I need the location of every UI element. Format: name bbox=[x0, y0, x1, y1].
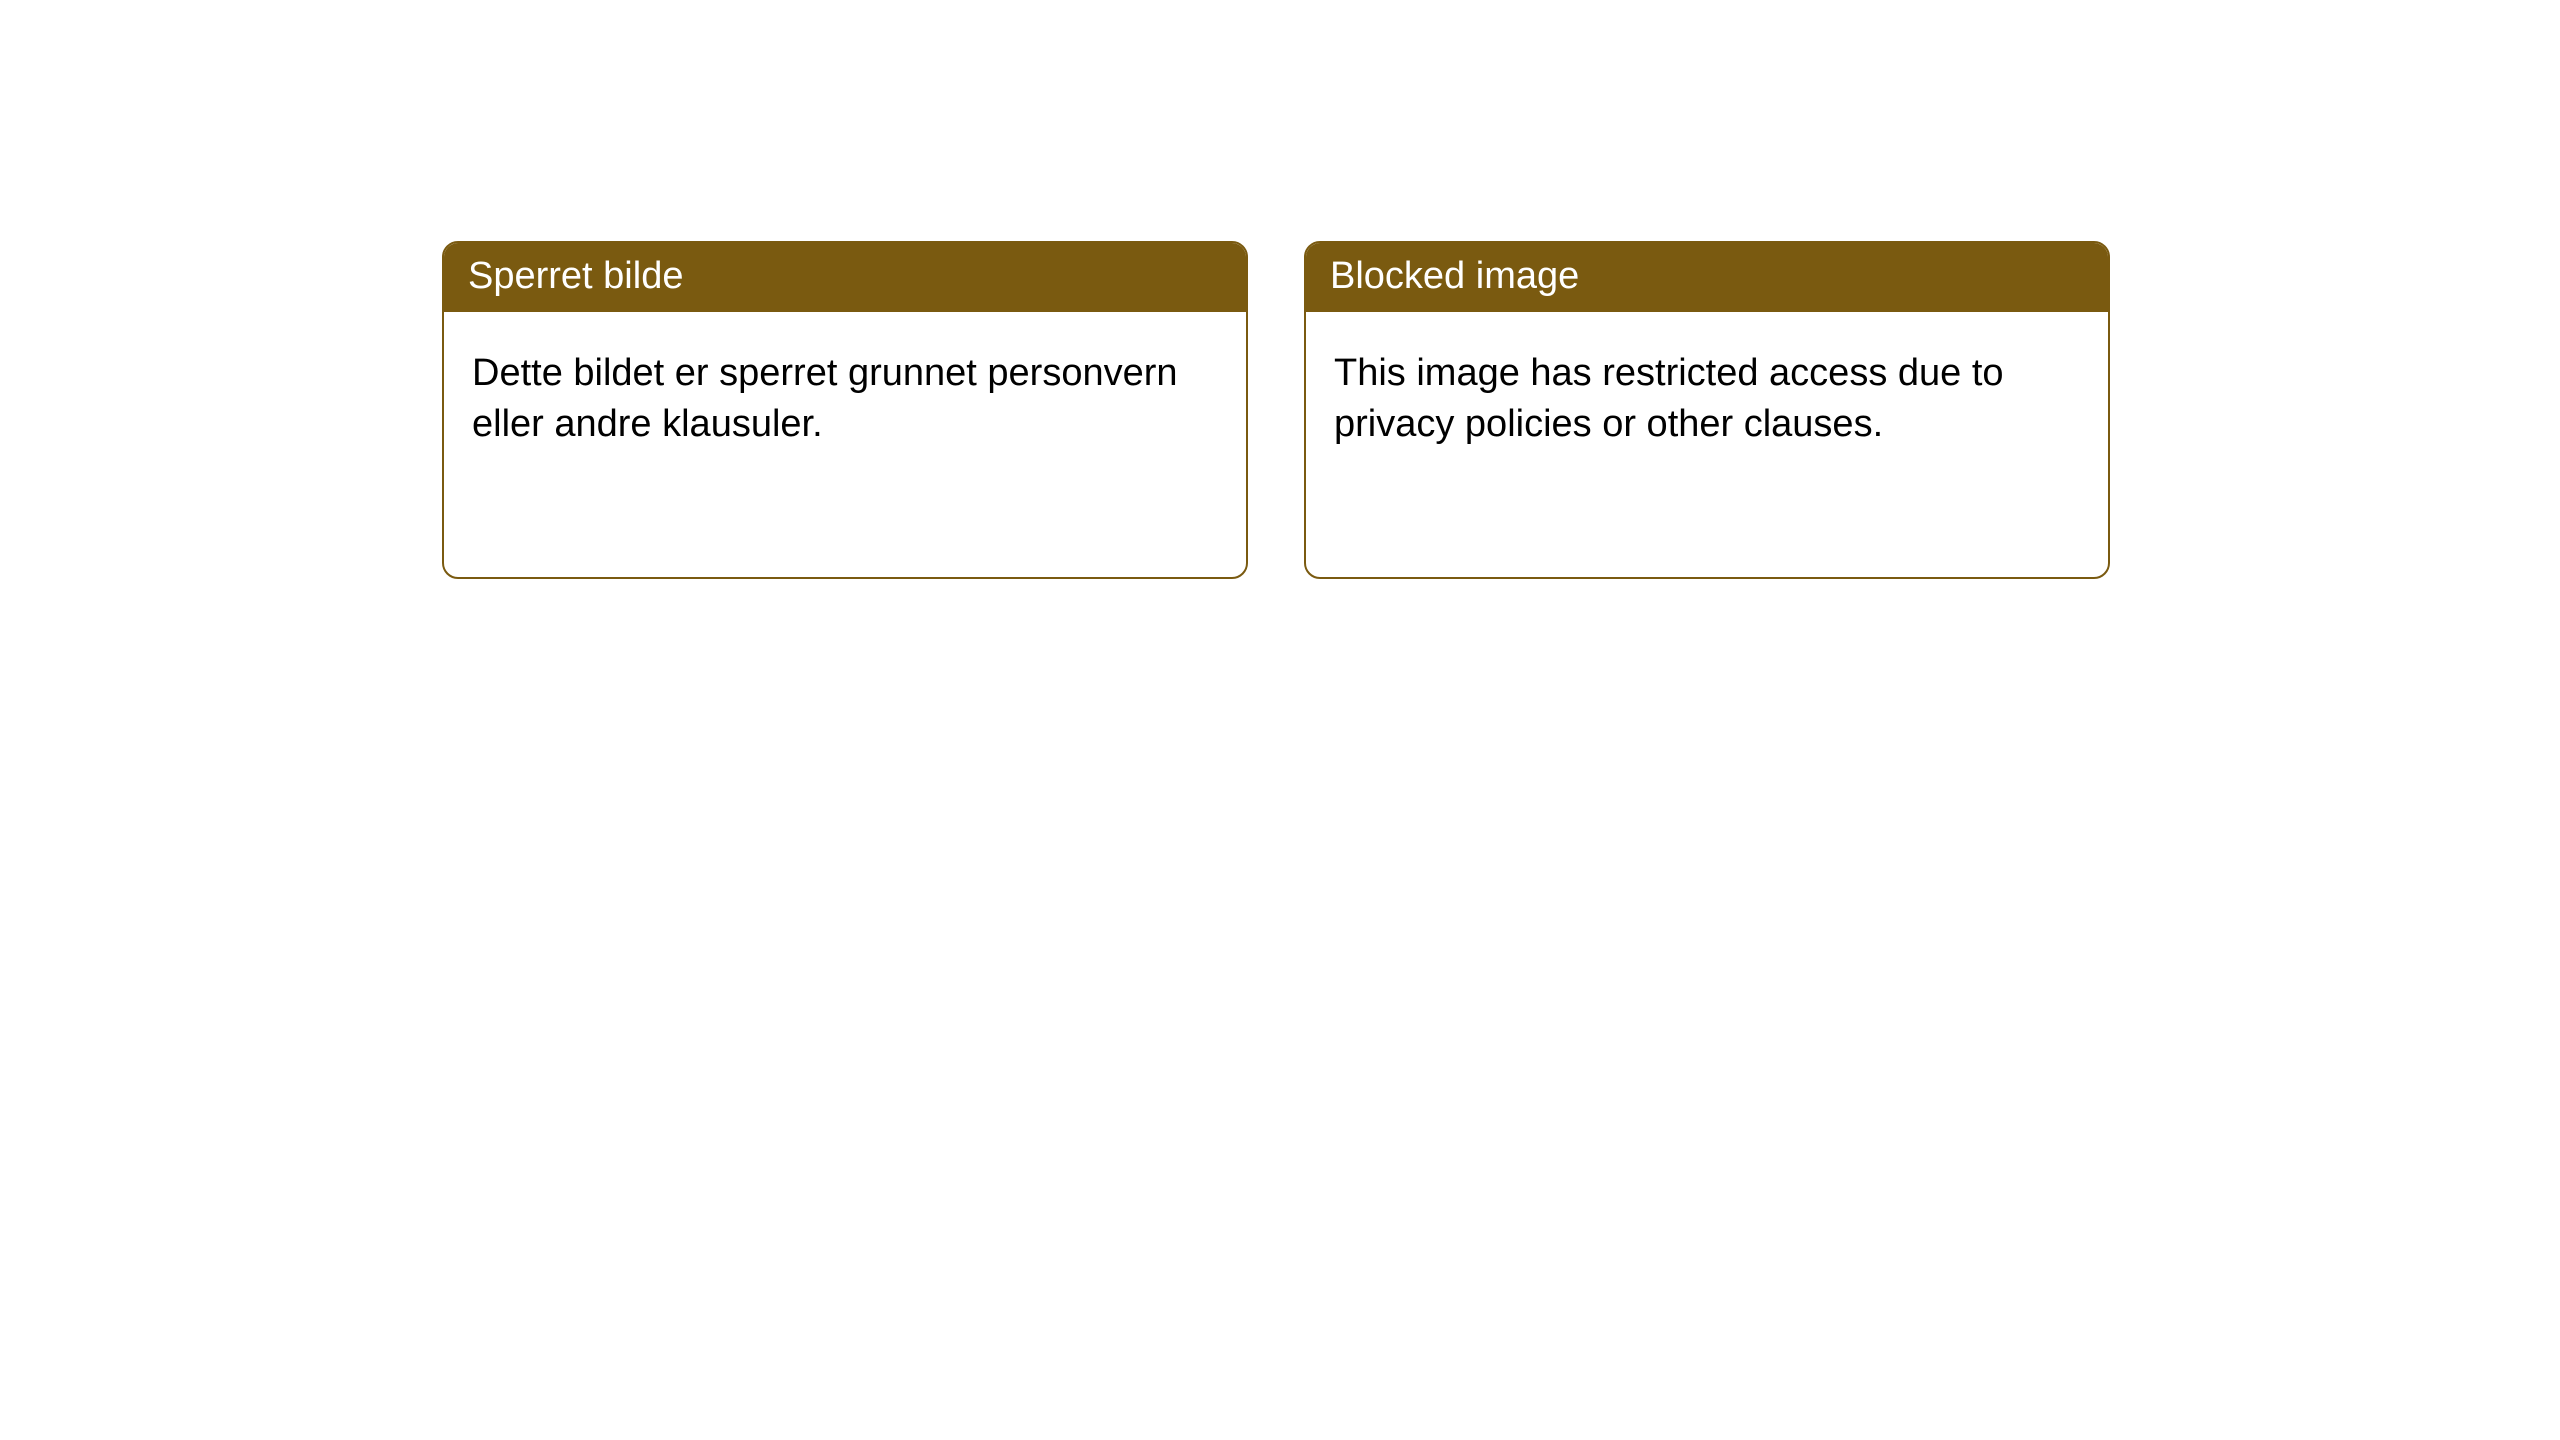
notice-container: Sperret bilde Dette bildet er sperret gr… bbox=[442, 241, 2110, 579]
card-body: Dette bildet er sperret grunnet personve… bbox=[444, 312, 1246, 479]
notice-card-english: Blocked image This image has restricted … bbox=[1304, 241, 2110, 579]
notice-card-norwegian: Sperret bilde Dette bildet er sperret gr… bbox=[442, 241, 1248, 579]
card-header: Sperret bilde bbox=[444, 243, 1246, 312]
card-header: Blocked image bbox=[1306, 243, 2108, 312]
card-body: This image has restricted access due to … bbox=[1306, 312, 2108, 479]
